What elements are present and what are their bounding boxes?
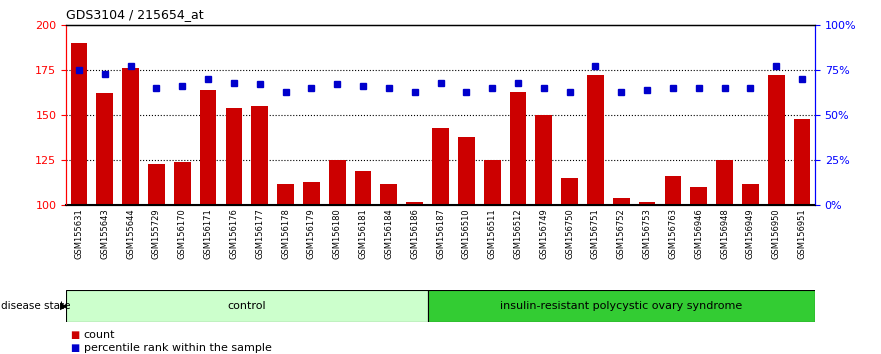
Bar [613, 198, 630, 205]
Bar [329, 160, 345, 205]
Bar [768, 75, 785, 205]
Bar [70, 43, 87, 205]
Bar [587, 75, 603, 205]
Bar [355, 171, 372, 205]
Text: disease state: disease state [1, 301, 70, 311]
Text: percentile rank within the sample: percentile rank within the sample [84, 343, 271, 353]
Bar [716, 160, 733, 205]
Bar [664, 176, 681, 205]
Text: ■: ■ [70, 330, 79, 339]
Bar [174, 162, 190, 205]
Text: ■: ■ [70, 343, 79, 353]
Bar [427, 290, 815, 322]
Bar [406, 202, 423, 205]
Text: control: control [227, 301, 266, 311]
Bar [226, 108, 242, 205]
Bar [509, 92, 526, 205]
Bar [639, 202, 655, 205]
Bar [251, 106, 268, 205]
Bar [794, 119, 811, 205]
Bar [278, 184, 294, 205]
Bar [122, 68, 139, 205]
Bar [561, 178, 578, 205]
Bar [148, 164, 165, 205]
Text: GDS3104 / 215654_at: GDS3104 / 215654_at [66, 8, 204, 21]
Bar [484, 160, 500, 205]
Bar [536, 115, 552, 205]
Bar [96, 93, 113, 205]
Bar [66, 290, 427, 322]
Bar [200, 90, 217, 205]
Bar [691, 187, 707, 205]
Text: ▶: ▶ [60, 301, 68, 311]
Bar [458, 137, 475, 205]
Text: insulin-resistant polycystic ovary syndrome: insulin-resistant polycystic ovary syndr… [500, 301, 743, 311]
Text: count: count [84, 330, 115, 339]
Bar [432, 128, 449, 205]
Bar [381, 184, 397, 205]
Bar [742, 184, 759, 205]
Bar [303, 182, 320, 205]
